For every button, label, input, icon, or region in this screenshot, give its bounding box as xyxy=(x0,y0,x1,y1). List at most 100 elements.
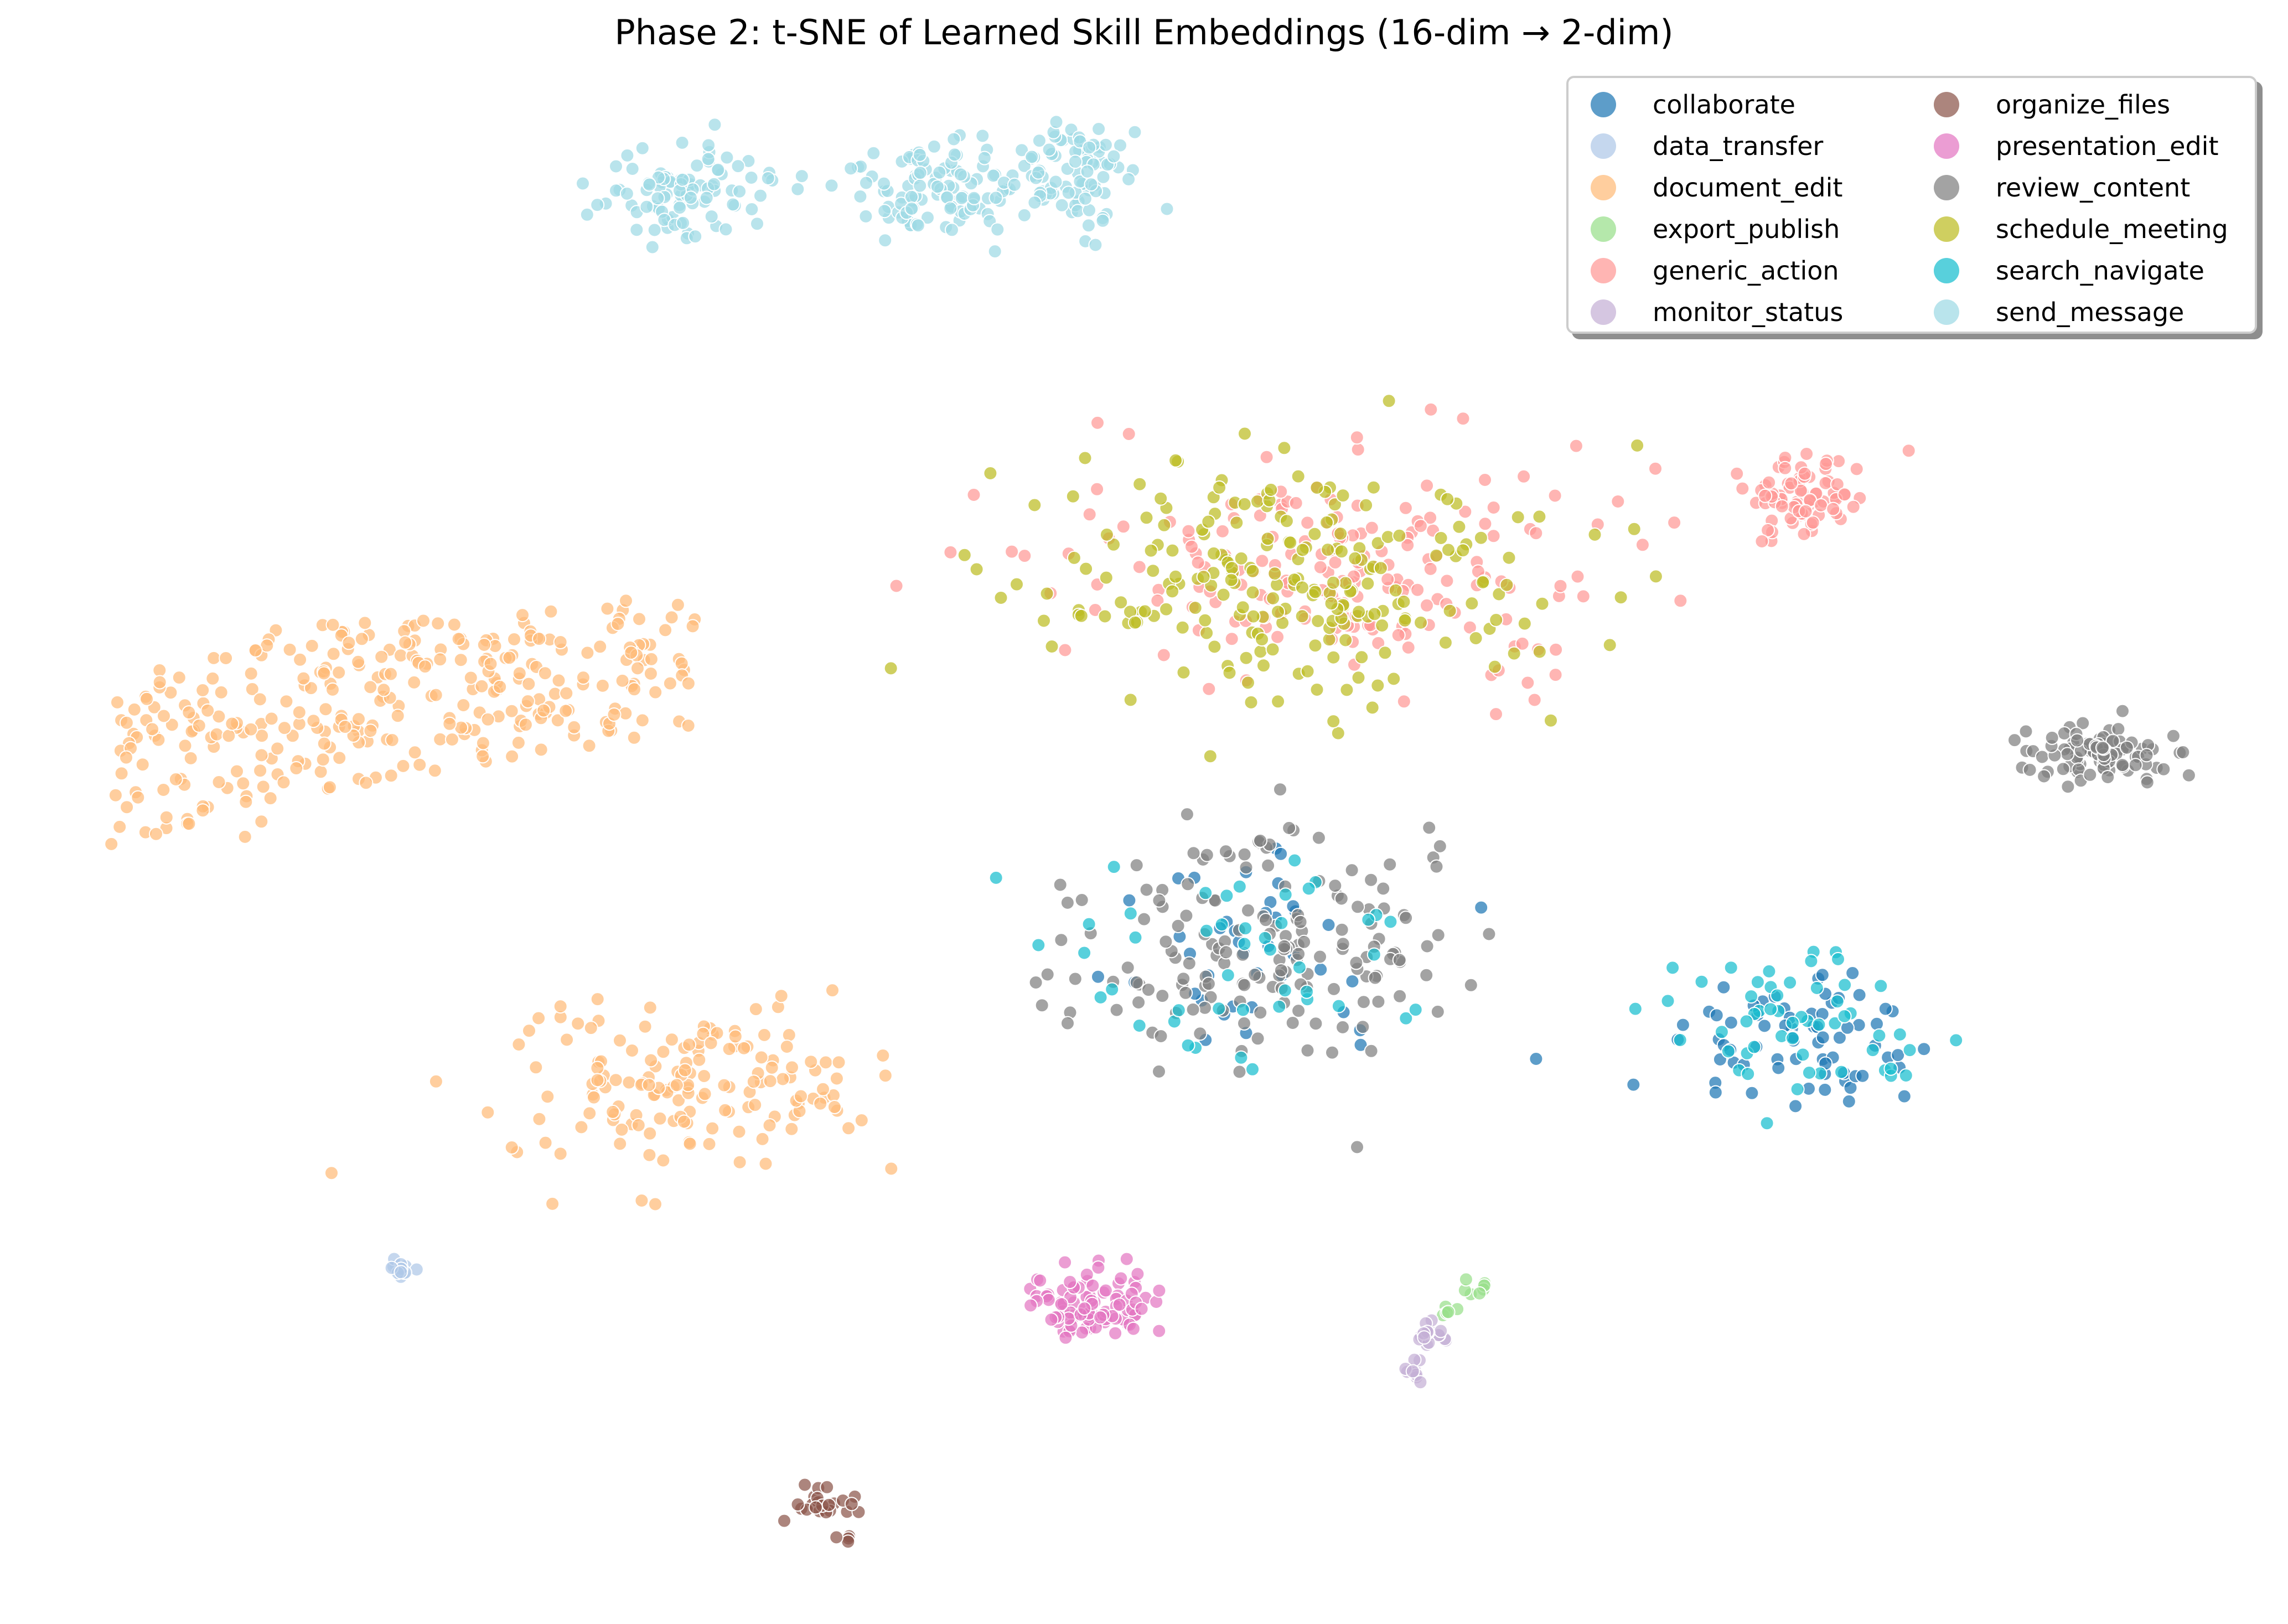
data-point-schedule-meeting xyxy=(1010,577,1024,592)
data-point-document-edit xyxy=(183,751,198,766)
data-point-document-edit xyxy=(384,666,398,681)
data-point-review-content xyxy=(2166,728,2181,743)
data-point-document-edit xyxy=(317,736,332,751)
data-point-schedule-meeting xyxy=(1245,585,1260,600)
data-point-document-edit xyxy=(553,999,568,1014)
data-point-document-edit xyxy=(600,601,615,616)
data-point-generic-action xyxy=(1224,632,1239,647)
data-point-search-navigate xyxy=(1171,1003,1186,1018)
data-point-document-edit xyxy=(550,713,565,728)
data-point-presentation-edit xyxy=(1152,1283,1167,1298)
data-point-document-edit xyxy=(608,1073,623,1088)
data-point-schedule-meeting xyxy=(1245,563,1260,578)
data-point-review-content xyxy=(1356,995,1371,1010)
data-point-search-navigate xyxy=(1274,916,1289,930)
data-point-review-content xyxy=(1152,1064,1166,1079)
data-point-document-edit xyxy=(200,703,215,718)
data-point-schedule-meeting xyxy=(1326,650,1341,665)
data-point-schedule-meeting xyxy=(1613,590,1628,605)
data-point-review-content xyxy=(1482,927,1497,942)
data-point-send-message xyxy=(877,204,892,219)
data-point-document-edit xyxy=(325,617,340,632)
data-point-document-edit xyxy=(318,702,333,717)
data-point-review-content xyxy=(2007,733,2022,748)
data-point-document-edit xyxy=(559,686,574,701)
data-point-review-content xyxy=(1141,982,1156,997)
data-point-schedule-meeting xyxy=(1429,548,1444,563)
data-point-schedule-meeting xyxy=(1452,519,1467,534)
data-point-search-navigate xyxy=(1739,1014,1754,1029)
data-point-document-edit xyxy=(658,623,673,638)
data-point-document-edit xyxy=(447,617,462,632)
data-point-generic-action xyxy=(1901,443,1916,458)
data-point-search-navigate xyxy=(1949,1033,1964,1048)
data-point-generic-action xyxy=(1300,515,1315,530)
data-point-generic-action xyxy=(1058,643,1073,658)
data-point-schedule-meeting xyxy=(1295,542,1310,557)
data-point-collaborate xyxy=(1723,1015,1738,1030)
data-point-send-message xyxy=(675,135,690,150)
data-point-document-edit xyxy=(341,635,356,650)
data-point-review-content xyxy=(2115,704,2130,718)
data-point-generic-action xyxy=(1202,681,1217,696)
data-point-send-message xyxy=(704,209,719,224)
data-point-presentation-edit xyxy=(1079,1267,1094,1282)
data-point-schedule-meeting xyxy=(1321,542,1335,557)
data-point-document-edit xyxy=(322,780,337,795)
data-point-send-message xyxy=(877,176,892,191)
data-point-generic-action xyxy=(1396,694,1411,709)
data-point-document-edit xyxy=(648,1197,662,1212)
data-point-document-edit xyxy=(504,1140,519,1155)
data-point-review-content xyxy=(2018,724,2033,739)
data-point-review-content xyxy=(1199,847,1214,862)
data-point-document-edit xyxy=(512,666,527,681)
data-point-send-message xyxy=(707,177,722,192)
data-point-document-edit xyxy=(664,610,679,625)
data-point-generic-action xyxy=(1350,442,1365,457)
data-point-search-navigate xyxy=(1802,1066,1816,1080)
data-point-organize-files xyxy=(798,1477,812,1492)
data-point-schedule-meeting xyxy=(1373,561,1388,576)
data-point-document-edit xyxy=(332,665,346,680)
data-point-schedule-meeting xyxy=(1442,603,1457,618)
data-point-document-edit xyxy=(502,650,517,665)
data-point-document-edit xyxy=(537,666,552,681)
data-point-schedule-meeting xyxy=(1168,569,1183,584)
data-point-schedule-meeting xyxy=(1241,675,1255,690)
data-point-review-content xyxy=(1259,913,1273,928)
data-point-review-content xyxy=(1198,1000,1212,1015)
data-point-search-navigate xyxy=(1902,1043,1917,1058)
data-point-document-edit xyxy=(168,772,183,787)
data-point-generic-action xyxy=(943,545,958,560)
data-point-search-navigate xyxy=(1828,1016,1842,1031)
data-point-generic-action xyxy=(1778,461,1793,475)
data-point-review-content xyxy=(1237,847,1252,862)
data-point-document-edit xyxy=(558,704,573,718)
data-point-document-edit xyxy=(325,682,340,697)
data-point-presentation-edit xyxy=(1152,1323,1167,1338)
data-point-document-edit xyxy=(553,635,568,649)
data-point-document-edit xyxy=(662,676,677,691)
data-point-generic-action xyxy=(1489,707,1503,722)
data-point-collaborate xyxy=(1841,1094,1856,1109)
data-point-document-edit xyxy=(764,1060,779,1075)
data-point-search-navigate xyxy=(1837,1009,1852,1023)
data-point-generic-action xyxy=(966,488,981,502)
data-point-schedule-meeting xyxy=(1198,613,1213,628)
data-point-send-message xyxy=(701,152,716,167)
data-point-review-content xyxy=(1193,1026,1208,1041)
data-point-document-edit xyxy=(474,679,489,694)
data-point-schedule-meeting xyxy=(1132,477,1147,492)
data-point-document-edit xyxy=(480,1105,495,1120)
data-point-search-navigate xyxy=(1628,1001,1643,1016)
data-point-organize-files xyxy=(777,1513,791,1528)
data-point-send-message xyxy=(688,229,703,244)
data-point-document-edit xyxy=(831,1055,846,1070)
legend-label: send_message xyxy=(1996,297,2185,327)
data-point-schedule-meeting xyxy=(1627,521,1642,536)
data-point-search-navigate xyxy=(1883,1061,1898,1076)
data-point-organize-files xyxy=(829,1530,844,1545)
data-point-search-navigate xyxy=(1723,960,1738,975)
data-point-review-content xyxy=(1261,858,1276,873)
data-point-review-content xyxy=(1291,947,1306,961)
